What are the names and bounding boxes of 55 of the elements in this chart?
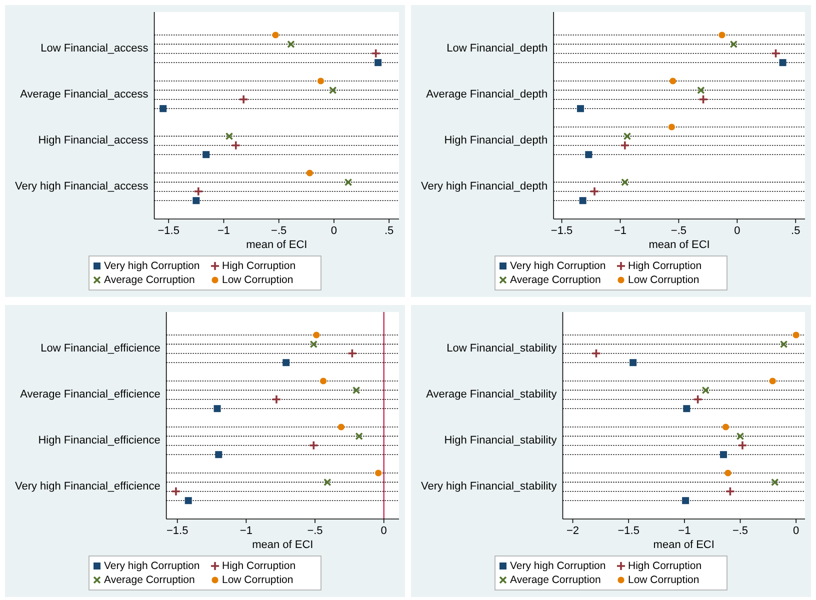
y-tick-label: High Financial_stability [444, 434, 558, 447]
legend-label: Very high Corruption [104, 260, 200, 272]
x-tick-label: −1 [240, 525, 252, 537]
y-tick-label: High Financial_efficience [38, 434, 160, 447]
x-axis-title: mean of ECI [246, 239, 308, 251]
y-tick-label: Low Financial_access [40, 42, 149, 55]
x-tick-label: 0 [380, 525, 387, 537]
x-tick-label: −1 [614, 225, 627, 237]
legend-label: Average Corruption [104, 574, 196, 586]
legend-label: Very high Corruption [510, 560, 606, 572]
x-tick-label: 0 [734, 225, 740, 237]
y-tick-label: Average Financial_efficience [20, 388, 160, 401]
legend-label: High Corruption [222, 560, 296, 572]
legend-label: Low Corruption [222, 574, 294, 586]
x-tick-label: −.5 [307, 525, 323, 537]
y-tick-label: High Financial_access [38, 134, 149, 147]
x-tick-label: 0 [330, 225, 338, 237]
x-tick-label: −1.5 [550, 225, 573, 237]
x-axis-title: mean of ECI [648, 239, 710, 251]
y-tick-label: High Financial_depth [444, 134, 548, 147]
x-tick-label: −1 [217, 225, 230, 237]
x-tick-label: −2 [566, 525, 580, 537]
x-tick-label: .5 [384, 225, 394, 237]
x-tick-label: −.5 [670, 225, 687, 237]
legend-label: High Corruption [628, 560, 702, 572]
legend-label: Low Corruption [628, 274, 700, 286]
legend-label: Very high Corruption [510, 260, 606, 272]
y-tick-label: Very high Financial_depth [420, 180, 548, 193]
y-tick-label: Low Financial_efficience [40, 342, 160, 355]
x-tick-label: 0 [793, 525, 800, 537]
legend-label: Low Corruption [628, 574, 700, 586]
legend-label: Very high Corruption [104, 560, 200, 572]
legend-label: Low Corruption [222, 274, 294, 286]
x-tick-label: −1 [678, 525, 691, 537]
legend-label: High Corruption [628, 260, 702, 272]
y-tick-label: Very high Financial_access [15, 180, 149, 193]
y-tick-label: Very high Financial_efficience [14, 480, 160, 493]
x-tick-label: −1.5 [158, 225, 180, 237]
x-tick-label: −1.5 [618, 525, 640, 537]
y-tick-label: Average Financial_access [20, 88, 149, 101]
x-tick-label: −1.5 [166, 525, 188, 537]
y-tick-label: Average Financial_stability [426, 388, 558, 401]
x-tick-label: −.5 [271, 225, 287, 237]
legend-label: Average Corruption [510, 274, 602, 286]
x-tick-label: −.5 [732, 525, 748, 537]
legend-label: Average Corruption [510, 574, 602, 586]
y-tick-label: Very high Financial_stability [420, 480, 558, 493]
y-tick-label: Average Financial_depth [426, 88, 548, 101]
y-tick-label: Low Financial_stability [446, 342, 558, 355]
legend-label: Average Corruption [104, 274, 196, 286]
x-axis-title: mean of ECI [252, 539, 314, 551]
y-tick-label: Low Financial_depth [446, 42, 548, 55]
legend-label: High Corruption [222, 260, 296, 272]
x-axis-title: mean of ECI [653, 539, 714, 551]
x-tick-label: .5 [791, 225, 800, 237]
